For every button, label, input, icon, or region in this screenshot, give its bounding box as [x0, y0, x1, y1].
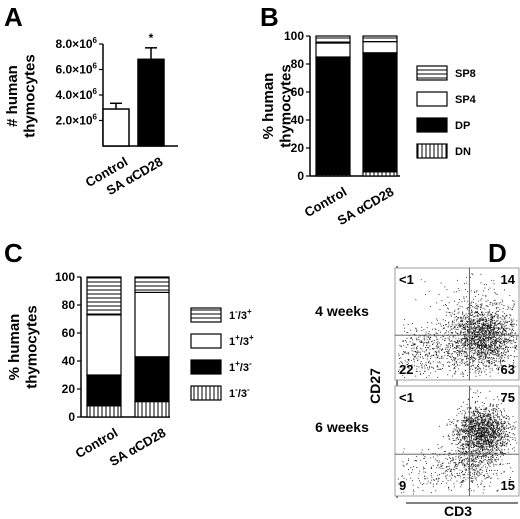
- panel-a-y-tick-label: 2.0×106: [56, 113, 98, 128]
- panel-b-bar-segment: [362, 52, 398, 173]
- panel-b-bar-segment: [362, 40, 398, 54]
- panel-b-y-tick-label: 0: [297, 169, 304, 183]
- panel-a-y-tick-label: 6.0×106: [56, 62, 98, 77]
- panel-letter-c: C: [4, 238, 23, 268]
- panel-d-timepoint-label: 4 weeks: [315, 303, 369, 319]
- panel-c-bar-segment: [134, 401, 170, 418]
- panel-c-bar-segment: [134, 291, 170, 358]
- panel-b-y-tick-label: 100: [284, 29, 304, 43]
- panel-c-legend-label: 1-/3-: [229, 385, 250, 400]
- panel-c-bar-segment: [86, 276, 122, 316]
- panel-d-facs: CD27 CD3 <1 14 22 63 4 weeks <1 75 9 15 6 weeks: [315, 266, 520, 519]
- panel-d-x-label: CD3: [444, 503, 472, 519]
- panel-d-quadrant-ur: 14: [501, 272, 516, 287]
- panel-c-legend-label: 1-/3+: [229, 307, 252, 322]
- panel-b-legend-swatch: [416, 143, 448, 159]
- panel-c-y-tick-label: 40: [62, 354, 76, 368]
- panel-b-legend-label: SP8: [455, 68, 476, 80]
- panel-d-quadrant-ur: 75: [501, 390, 515, 405]
- panel-a-y-label: # humanthymocytes: [4, 54, 38, 137]
- panel-c-bar-segment: [134, 276, 170, 293]
- panel-c-legend-label: 1+/3-: [229, 359, 252, 374]
- panel-b-y-label: % humanthymocytes: [260, 64, 294, 147]
- panel-letter-b: B: [260, 2, 279, 32]
- panel-d-dot-plot: <1 14 22 63: [394, 267, 520, 381]
- panel-d-events: [398, 273, 518, 379]
- panel-d-quadrant-ul: <1: [399, 390, 414, 405]
- panel-c-bar-segment: [134, 356, 170, 403]
- panel-b-bar-segment: [315, 35, 351, 44]
- panel-a-y-tick-label: 8.0×106: [56, 36, 98, 51]
- panel-a-chart: 2.0×106 4.0×106 6.0×106 8.0×106 # humanthymo…: [4, 31, 178, 198]
- panel-d-quadrant-lr: 15: [501, 478, 515, 493]
- panel-d-quadrant-ul: <1: [399, 272, 414, 287]
- panel-c-legend-swatch: [190, 359, 222, 375]
- panel-d-timepoint-label: 6 weeks: [315, 419, 369, 435]
- panel-b-bar-segment: [315, 56, 351, 176]
- panel-c-y-tick-label: 20: [62, 382, 76, 396]
- panel-c-bar-segment: [86, 405, 122, 418]
- panel-c-y-label: % humanthymocytes: [6, 305, 40, 388]
- panel-c-y-tick-label: 0: [68, 410, 75, 424]
- panel-b-legend-label: DP: [455, 120, 470, 132]
- panel-b-legend-swatch: [416, 91, 448, 107]
- panel-c-y-tick-label: 100: [55, 270, 75, 284]
- panel-letter-a: A: [4, 2, 23, 32]
- panel-c-y-tick-label: 60: [62, 326, 76, 340]
- panel-b-y-tick-label: 60: [291, 85, 305, 99]
- panel-c-legend-swatch: [190, 333, 222, 349]
- panel-c-legend-swatch: [190, 385, 222, 401]
- panel-b-bar-segment: [362, 171, 398, 177]
- panel-c-y-tick-label: 80: [62, 298, 76, 312]
- panel-b-legend-label: SP4: [455, 94, 477, 106]
- panel-b-legend-swatch: [416, 65, 448, 81]
- panel-d-quadrant-ll: 22: [399, 362, 413, 377]
- panel-c-legend-swatch: [190, 307, 222, 323]
- panel-a-bar: [137, 58, 165, 147]
- panel-d-y-label: CD27: [367, 368, 383, 404]
- panel-letter-d: D: [488, 238, 507, 268]
- panel-b-legend-swatch: [416, 117, 448, 133]
- panel-a-significance: *: [149, 31, 154, 45]
- panel-c-bar-segment: [86, 374, 122, 407]
- panel-b-bar-segment: [362, 35, 398, 43]
- panel-c-bar-segment: [86, 314, 122, 376]
- panel-c-legend-label: 1+/3+: [229, 333, 254, 348]
- panel-b-legend-label: DN: [455, 146, 471, 158]
- panel-b-y-tick-label: 80: [291, 57, 305, 71]
- panel-b-y-tick-label: 40: [291, 113, 305, 127]
- panel-a-y-tick-label: 4.0×106: [56, 87, 98, 102]
- panel-a-bar: [102, 108, 130, 147]
- panel-d-dot-plot: <1 75 9 15: [394, 385, 520, 497]
- panel-b-y-tick-label: 20: [291, 141, 305, 155]
- panel-d-quadrant-ll: 9: [399, 478, 406, 493]
- panel-b-bar-segment: [315, 42, 351, 58]
- panel-d-quadrant-lr: 63: [501, 362, 515, 377]
